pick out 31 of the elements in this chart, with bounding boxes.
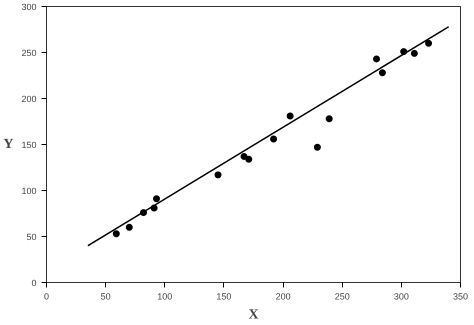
- x-tick-label: 250: [334, 292, 350, 302]
- point: [286, 112, 294, 120]
- x-tick-label: 350: [452, 292, 468, 302]
- y-tick-label: 0: [31, 278, 37, 288]
- y-tick-label: 200: [21, 94, 37, 104]
- y-tick-label: 100: [21, 186, 37, 196]
- point: [326, 115, 333, 122]
- x-tick-label: 300: [394, 292, 409, 302]
- point: [373, 55, 380, 62]
- point: [126, 224, 133, 231]
- y-tick-label: 250: [21, 48, 37, 58]
- x-tick-label: 150: [216, 292, 232, 302]
- point: [270, 135, 278, 142]
- y-axis-title: Y: [3, 137, 14, 152]
- point: [245, 156, 252, 163]
- point: [112, 230, 120, 238]
- x-tick-label: 100: [157, 292, 172, 302]
- point: [240, 152, 248, 160]
- x-tick-label: 0: [44, 292, 50, 302]
- y-tick-label: 150: [21, 140, 37, 150]
- point: [425, 40, 432, 47]
- x-axis-title: X: [248, 308, 259, 322]
- y-tick-label: 50: [26, 232, 37, 242]
- point: [314, 144, 321, 151]
- x-tick-label: 200: [276, 292, 291, 302]
- point: [410, 50, 418, 57]
- point: [378, 69, 386, 76]
- y-tick-label: 300: [21, 2, 37, 12]
- x-tick-label: 50: [100, 292, 111, 302]
- point: [214, 171, 222, 178]
- point: [153, 195, 160, 202]
